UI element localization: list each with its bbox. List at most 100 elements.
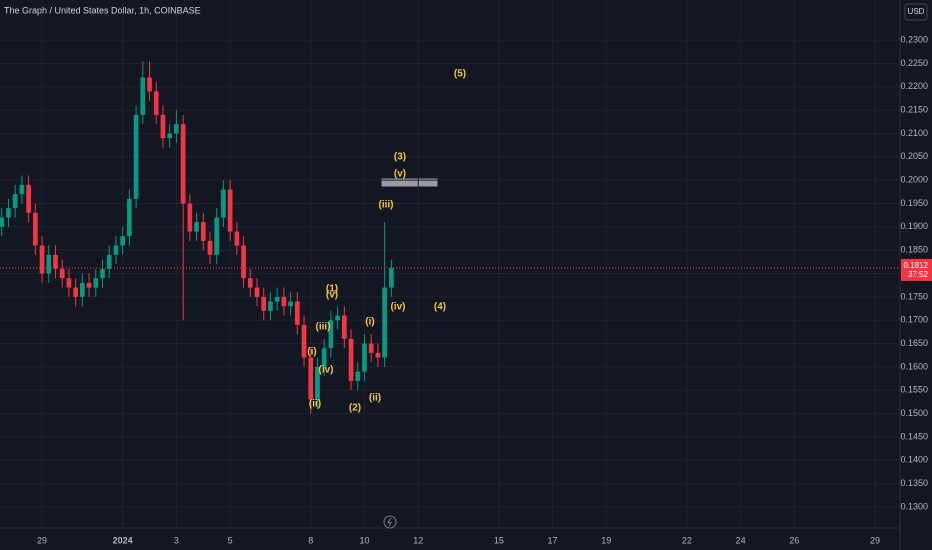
candle-body [153,91,159,115]
x-tick-label: 10 [359,535,369,545]
y-tick-label: 0.1850 [900,245,928,255]
candle-body [59,268,65,279]
candle-body [362,343,367,372]
candle-body [288,301,293,307]
y-tick-label: 0.1950 [900,198,928,208]
candle-body [0,217,5,227]
candle-body [389,267,394,288]
x-tick-label: 29 [870,535,880,545]
y-tick-label: 0.2300 [900,35,928,45]
x-tick-label: 8 [308,535,313,545]
candle-body [247,278,253,288]
y-tick-label: 0.1400 [900,455,928,465]
candle-body [26,184,31,213]
price-label: 0.1812 [904,261,929,270]
wave-label: (v) [326,290,338,301]
candle-body [39,245,45,274]
x-tick-label: 22 [682,535,692,545]
y-tick-label: 0.1650 [900,338,928,348]
candle-body [348,338,354,381]
y-tick-label: 0.1550 [900,385,928,395]
candle-body [113,245,119,255]
x-tick-label: 19 [601,535,611,545]
x-tick-label: 26 [789,535,799,545]
wave-label: (v) [394,169,406,180]
candle-body [53,254,58,269]
chart-title: The Graph / United States Dollar, 1h, CO… [4,5,201,15]
candle-body [19,184,25,195]
y-tick-label: 0.1900 [900,221,928,231]
candle-body [127,198,132,237]
candle-body [254,287,260,297]
x-tick-label: 24 [736,535,746,545]
candle-body [6,208,11,218]
wave-label: (iii) [379,200,394,211]
wave-label: (1) [326,284,338,295]
candle-body [207,240,213,255]
candle-body [274,296,280,302]
candle-body [281,296,287,307]
candle-body [133,114,139,199]
candle-body [214,217,220,255]
y-tick-label: 0.2050 [900,151,928,161]
candle-body [66,278,72,288]
y-tick-label: 0.2000 [900,175,928,185]
candle-body [227,189,233,232]
candle-body [308,357,314,400]
wave-label: (iv) [391,302,406,313]
candle-body [167,133,173,139]
currency-box[interactable] [904,3,928,21]
candle-body [221,189,226,218]
candle-body [294,301,300,325]
candle-body [180,124,186,204]
y-tick-label: 0.1450 [900,431,928,441]
wave-label: (iv) [319,365,334,376]
candle-body [261,296,267,311]
candle-body [160,114,166,139]
candle-body [368,343,374,353]
candle-body [268,301,273,311]
x-tick-label: 3 [174,535,179,545]
y-tick-label: 0.1350 [900,478,928,488]
wave-label: (i) [365,317,374,328]
candle-body [194,222,199,232]
candle-body [301,324,307,358]
x-tick-label: 17 [548,535,558,545]
candle-body [174,124,179,134]
price-label-box [901,258,932,281]
replay-icon[interactable] [383,515,397,529]
candle-body [382,287,387,358]
wave-label: (2) [349,403,361,414]
candle-body [86,282,92,288]
candle-body [46,254,52,274]
candle-body [106,254,112,269]
y-tick-label: 0.1300 [900,501,928,511]
x-tick-label: 15 [494,535,504,545]
x-tick-label: 29 [37,535,47,545]
candle-body [140,77,146,115]
y-tick-label: 0.2250 [900,58,928,68]
target-box [381,178,438,187]
wave-label: (i) [307,347,316,358]
countdown: 37:52 [908,270,929,279]
candle-body [375,352,381,358]
candle-body [100,268,105,279]
currency[interactable]: USD [908,7,925,16]
wave-label: (4) [434,302,446,313]
x-tick-label: 12 [413,535,423,545]
candle-body [328,320,334,349]
candle-body [321,348,327,367]
wave-label: (3) [394,152,406,163]
y-tick-label: 0.1500 [900,408,928,418]
candle-body [234,231,240,246]
y-tick-label: 0.1750 [900,291,928,301]
grid [0,0,900,528]
candle-body [315,366,320,400]
candle-body [187,203,193,232]
wave-label: (iii) [316,322,331,333]
y-tick-label: 0.1600 [900,361,928,371]
wave-label: (ii) [309,399,321,410]
